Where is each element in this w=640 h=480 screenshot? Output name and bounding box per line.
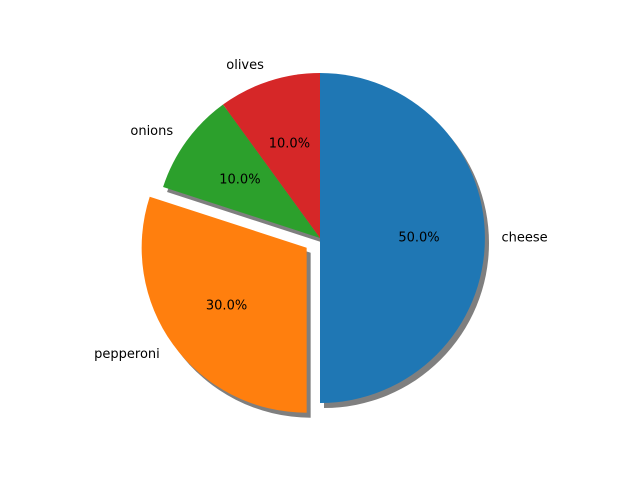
pie-category-label-olives: olives xyxy=(226,58,264,73)
pie-category-label-pepperoni: pepperoni xyxy=(94,347,160,362)
pie-slice-onions xyxy=(163,104,320,238)
pie-slice-olives xyxy=(223,73,320,238)
pie-percent-label-pepperoni: 30.0% xyxy=(206,298,247,313)
pie-slice-cheese xyxy=(320,73,485,403)
pie-percent-label-cheese: 50.0% xyxy=(398,231,439,246)
pie-category-label-onions: onions xyxy=(130,124,173,139)
pie-text-layer: 50.0% cheese 30.0% pepperoni 10.0% onions 10.0… xyxy=(94,58,547,362)
pie-category-label-cheese: cheese xyxy=(502,231,548,246)
pie-percent-label-onions: 10.0% xyxy=(219,172,260,187)
pie-percent-label-olives: 10.0% xyxy=(269,136,310,151)
pie-slice-pepperoni xyxy=(141,196,307,413)
pie-wedge-layer xyxy=(141,73,485,413)
